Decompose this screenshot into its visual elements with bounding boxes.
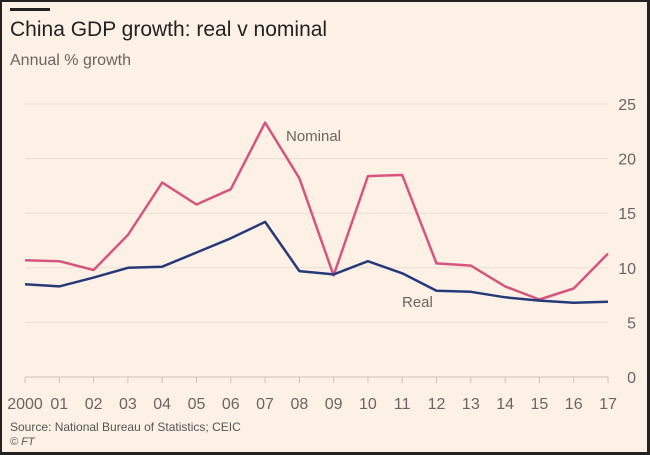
chart-credit: © FT (10, 436, 35, 448)
x-tick-label: 06 (222, 396, 240, 413)
y-tick-label: 0 (627, 370, 636, 387)
y-tick-label: 20 (618, 152, 636, 169)
chart-subtitle: Annual % growth (10, 52, 131, 69)
x-tick-label: 17 (599, 396, 617, 413)
x-tick-label: 02 (85, 396, 103, 413)
x-tick-label: 13 (462, 396, 480, 413)
x-tick-label: 07 (256, 396, 274, 413)
x-tick-label: 16 (565, 396, 583, 413)
series-line-nominal (24, 121, 609, 301)
x-tick-label: 14 (496, 396, 514, 413)
x-tick-label: 08 (290, 396, 308, 413)
series-line-real (24, 220, 609, 304)
x-tick-label: 11 (394, 396, 411, 413)
x-tick-label: 03 (119, 396, 137, 413)
chart-title: China GDP growth: real v nominal (10, 18, 328, 41)
x-tick-label: 09 (325, 396, 343, 413)
series-label-nominal: Nominal (286, 128, 341, 145)
x-tick-label: 04 (153, 396, 171, 413)
y-tick-label: 10 (618, 261, 636, 278)
x-tick-label: 01 (50, 396, 68, 413)
y-tick-label: 15 (618, 206, 636, 223)
x-tick-label: 15 (531, 396, 549, 413)
x-tick-label: 05 (188, 396, 206, 413)
chart-source: Source: National Bureau of Statistics; C… (10, 420, 241, 434)
x-tick-label: 12 (428, 396, 446, 413)
x-tick-label: 10 (359, 396, 377, 413)
y-tick-label: 25 (618, 97, 636, 114)
series-label-real: Real (402, 294, 433, 311)
ft-title-bar (10, 8, 50, 11)
x-tick-label: 2000 (7, 396, 43, 413)
y-tick-label: 5 (627, 315, 636, 332)
